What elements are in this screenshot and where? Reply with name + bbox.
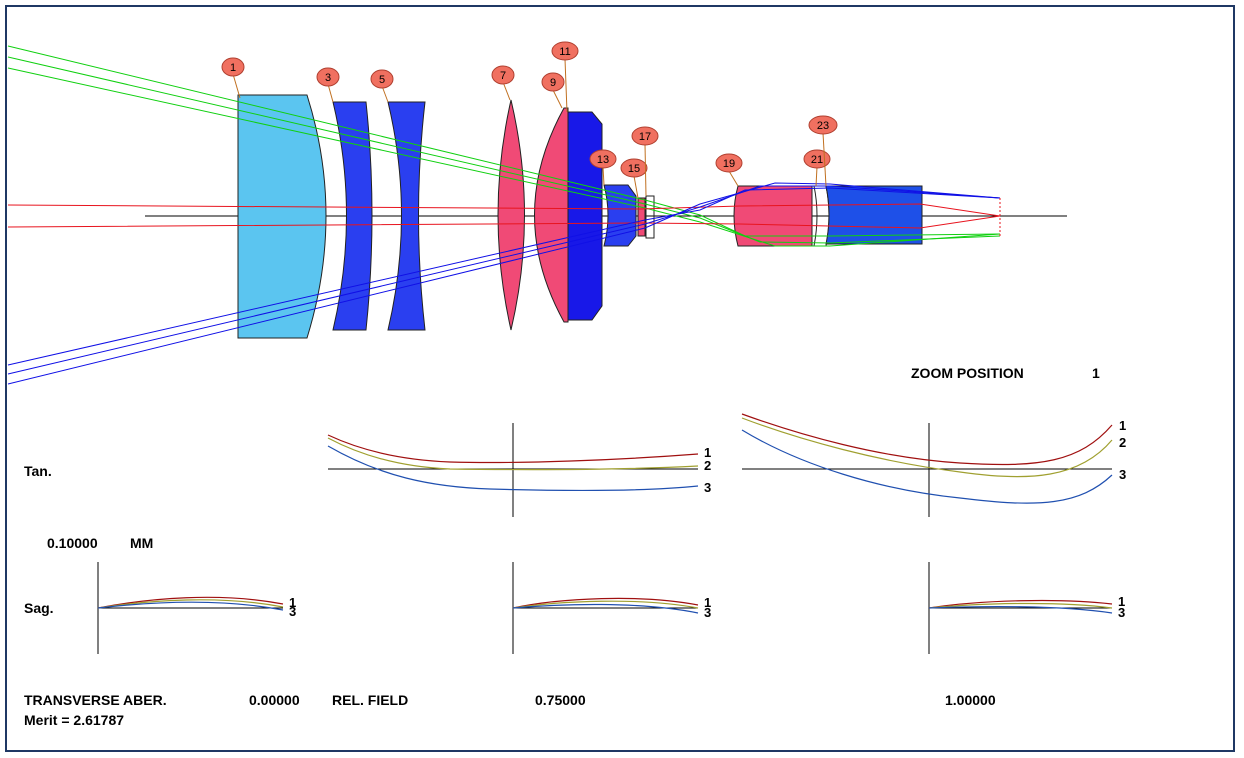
tan-100-label-3: 3 — [1119, 467, 1126, 482]
sag-075-curve-2 — [512, 600, 699, 609]
diagram-frame — [5, 5, 1235, 752]
surface-tag: 5 — [370, 69, 394, 103]
sag-row-label: Sag. — [24, 600, 54, 616]
sag-075-curve-1 — [512, 597, 699, 609]
sag-plot-field-000: 1 3 — [97, 562, 296, 654]
ray-bundle-red — [7, 203, 1001, 229]
svg-text:15: 15 — [628, 163, 640, 175]
tan-100-curve-1 — [741, 413, 1113, 466]
sag-075-label-3: 3 — [704, 605, 711, 620]
sag-100-curve-1 — [928, 599, 1113, 609]
surface-tag: 15 — [620, 158, 648, 199]
sag-plot-field-100: 1 3 — [928, 562, 1125, 654]
sag-000-label-1: 1 — [289, 595, 296, 610]
svg-text:7: 7 — [500, 70, 506, 82]
svg-text:17: 17 — [639, 131, 651, 143]
tan-100-label-1: 1 — [1119, 418, 1126, 433]
svg-text:13: 13 — [597, 154, 609, 166]
surface-tag: 9 — [541, 72, 565, 109]
scale-unit: MM — [130, 535, 153, 551]
field-value-1: 0.75000 — [535, 692, 586, 708]
ray-bundle-green — [7, 45, 1001, 247]
tan-plot-field-100: 1 2 3 — [741, 413, 1126, 517]
footer-title: TRANSVERSE ABER. — [24, 692, 167, 708]
svg-text:21: 21 — [811, 154, 823, 166]
svg-text:9: 9 — [550, 77, 556, 89]
ray-bundle-blue — [7, 182, 1001, 385]
svg-text:23: 23 — [817, 120, 829, 132]
zoom-position-label: ZOOM POSITION — [911, 365, 1024, 381]
surface-tag: 7 — [491, 65, 515, 101]
tan-075-label-3: 3 — [704, 480, 711, 495]
surface-tag: 17 — [631, 126, 659, 197]
rel-field-label: REL. FIELD — [332, 692, 408, 708]
tan-row-label: Tan. — [24, 463, 52, 479]
sag-075-curve-3 — [512, 603, 699, 614]
field-value-0: 0.00000 — [249, 692, 300, 708]
surface-tag: 13 — [589, 149, 617, 186]
tan-075-curve-2 — [327, 437, 699, 471]
merit-value: Merit = 2.61787 — [24, 712, 124, 728]
zoom-position-value: 1 — [1092, 365, 1100, 381]
tan-100-curve-3 — [741, 429, 1113, 504]
scale-value: 0.10000 — [47, 535, 98, 551]
lens-elements — [237, 94, 923, 339]
svg-text:3: 3 — [325, 72, 331, 84]
sag-plot-field-075: 1 3 — [512, 562, 711, 654]
sag-000-curve-2 — [97, 599, 284, 609]
surface-tag: 21 — [803, 149, 831, 187]
sag-000-label-3: 3 — [289, 604, 296, 619]
surface-tag: 11 — [551, 41, 579, 113]
sag-100-label-3: 3 — [1118, 605, 1125, 620]
surface-tag: 3 — [316, 67, 340, 103]
lens-element-9 — [534, 107, 569, 323]
sag-000-curve-3 — [97, 601, 284, 611]
tan-075-label-1: 1 — [704, 445, 711, 460]
lens-element-3 — [332, 101, 373, 331]
tan-075-label-2: 2 — [704, 458, 711, 473]
tan-075-curve-3 — [327, 445, 699, 492]
surface-tag: 1 — [221, 57, 245, 99]
sag-100-curve-2 — [928, 602, 1113, 609]
svg-text:19: 19 — [723, 158, 735, 170]
lens-element-5 — [387, 101, 426, 331]
tan-100-curve-2 — [741, 417, 1113, 478]
svg-text:11: 11 — [559, 46, 570, 58]
lens-element-1 — [237, 94, 327, 339]
surface-tag: 19 — [715, 153, 743, 187]
lens-element-11 — [567, 111, 603, 321]
sag-000-curve-1 — [97, 596, 284, 609]
sag-100-label-1: 1 — [1118, 594, 1125, 609]
field-value-2: 1.00000 — [945, 692, 996, 708]
tan-100-label-2: 2 — [1119, 435, 1126, 450]
surface-tags: 1 3 5 7 9 11 13 15 17 19 21 23 — [221, 41, 838, 199]
sag-075-label-1: 1 — [704, 595, 711, 610]
svg-text:1: 1 — [230, 62, 236, 74]
tan-plot-field-075: 1 2 3 — [327, 423, 711, 517]
sag-100-curve-3 — [928, 606, 1113, 614]
tan-075-curve-1 — [327, 434, 699, 464]
surface-tag: 23 — [808, 115, 838, 187]
svg-text:5: 5 — [379, 74, 385, 86]
lens-element-7 — [497, 99, 525, 331]
